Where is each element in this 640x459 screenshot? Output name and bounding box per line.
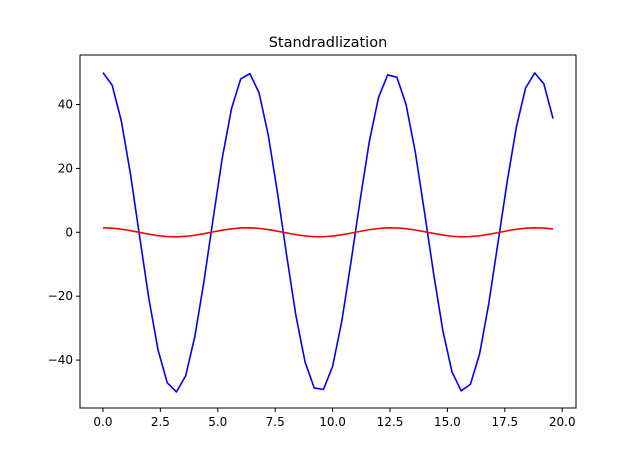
y-tick-label: −40 — [48, 353, 73, 367]
x-tick-label: 7.5 — [266, 415, 285, 429]
y-axis: −40 −20 0 20 40 — [48, 98, 80, 367]
series-line-2 — [102, 226, 554, 238]
x-tick-label: 10.0 — [319, 415, 346, 429]
y-tick-label: 0 — [65, 225, 73, 239]
series-line-1 — [102, 72, 554, 393]
y-tick-label: 40 — [58, 98, 73, 112]
y-tick-label: −20 — [48, 289, 73, 303]
x-tick-label: 2.5 — [151, 415, 170, 429]
series-layer — [102, 72, 554, 393]
x-tick-label: 12.5 — [377, 415, 404, 429]
y-tick-label: 20 — [58, 161, 73, 175]
x-tick-label: 17.5 — [491, 415, 518, 429]
x-tick-label: 5.0 — [208, 415, 227, 429]
x-tick-label: 15.0 — [434, 415, 461, 429]
x-axis: 0.0 2.5 5.0 7.5 10.0 12.5 15.0 17.5 20.0 — [93, 408, 576, 429]
plot-frame — [79, 54, 577, 409]
x-tick-label: 0.0 — [93, 415, 112, 429]
x-tick-label: 20.0 — [549, 415, 576, 429]
chart-title: Standradlization — [269, 35, 388, 51]
